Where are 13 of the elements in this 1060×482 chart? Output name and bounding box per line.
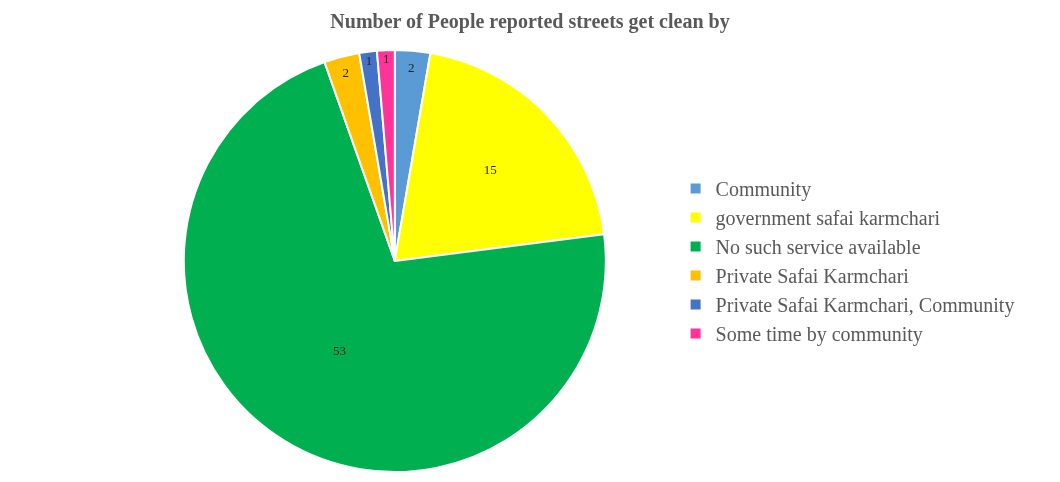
data-label: 53 xyxy=(332,343,346,359)
legend-label: government safai karmchari xyxy=(715,207,941,231)
legend-label: Private Safai Karmchari, Community xyxy=(715,294,1015,318)
data-label: 15 xyxy=(483,161,497,177)
legend-label: Private Safai Karmchari xyxy=(715,265,910,288)
data-label: 1 xyxy=(382,51,390,67)
legend-label: Community xyxy=(715,178,812,202)
legend-label: No such service available xyxy=(715,236,921,259)
data-label: 2 xyxy=(342,65,350,81)
data-label: 1 xyxy=(365,52,373,68)
legend-label: Some time by community xyxy=(715,323,923,347)
chart-title: Number of People reported streets get clean by xyxy=(330,10,730,34)
data-label: 2 xyxy=(408,59,415,75)
